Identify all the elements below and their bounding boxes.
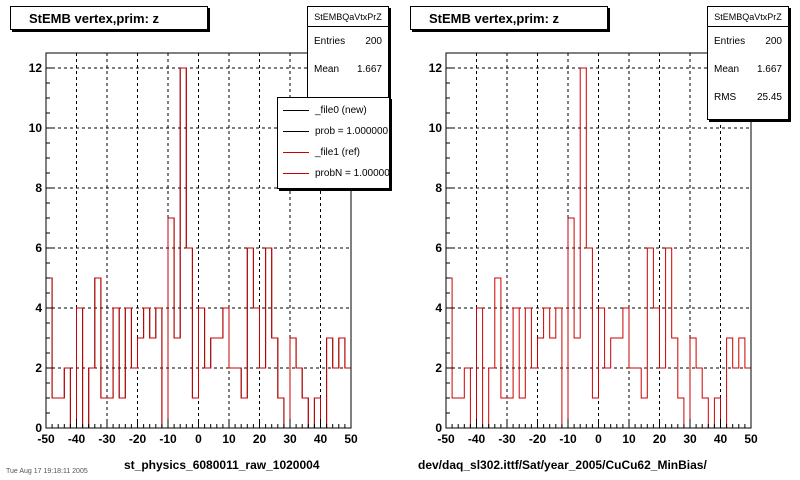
left-y-tick-label: 0 [35,421,42,435]
legend-line-marker [283,152,309,153]
right-y-tick-label: 2 [435,361,442,375]
right-x-tick-label: -50 [437,432,455,446]
right-x-tick-label: -10 [559,432,577,446]
left-x-tick-label: -20 [129,432,147,446]
right-stats-mean-row: Mean 1.667 [708,55,788,83]
legend-entry: _file1 (ref) [278,142,389,163]
left-stats-mean-value: 1.667 [356,63,382,75]
right-x-tick-label: -20 [529,432,547,446]
left-stats-entries-label: Entries [314,35,346,47]
right-y-tick-label: 12 [429,61,443,75]
left-y-tick-label: 12 [29,61,43,75]
right-stats-rms-value: 25.45 [756,91,782,103]
legend-line-marker [283,131,309,132]
left-y-tick-label: 4 [35,301,42,315]
right-x-axis-label: dev/daq_sl302.ittf/Sat/year_2005/CuCu62_… [418,458,707,472]
left-x-tick-label: 0 [195,432,202,446]
legend-entry: prob = 1.000000 [278,121,389,142]
right-x-tick-label: -40 [468,432,486,446]
left-legend: _file0 (new) prob = 1.000000 _file1 (ref… [277,97,390,189]
left-stats-box: StEMBQaVtxPrZ Entries 200 Mean 1.667 [307,6,389,98]
legend-entry-label: _file1 (ref) [315,147,361,158]
right-hist-title-text: StEMB vertex,prim: z [429,10,560,26]
right-y-tick-label: 4 [435,301,442,315]
left-x-tick-label: 40 [314,432,328,446]
right-x-tick-label: 10 [622,432,636,446]
right-stats-name: StEMBQaVtxPrZ [708,7,788,27]
right-stats-rms-label: RMS [714,91,737,103]
legend-line-marker [283,173,309,174]
legend-entry-label: probN = 1.000000 [315,168,390,179]
left-x-tick-label: 50 [344,432,358,446]
right-stats-mean-label: Mean [714,63,740,75]
right-y-tick-label: 0 [435,421,442,435]
left-x-tick-label: 20 [253,432,267,446]
legend-entry-label: prob = 1.000000 [315,126,389,137]
right-stats-rms-row: RMS 25.45 [708,83,788,111]
left-y-tick-label: 10 [29,121,43,135]
right-x-tick-label: 50 [744,432,758,446]
right-x-tick-label: 0 [595,432,602,446]
right-x-tick-label: 30 [683,432,697,446]
right-y-tick-label: 8 [435,181,442,195]
right-stats-entries-label: Entries [714,35,746,47]
left-x-tick-label: 10 [222,432,236,446]
left-x-tick-label: -50 [37,432,55,446]
right-x-tick-label: 40 [714,432,728,446]
legend-entry-label: _file0 (new) [315,105,367,116]
left-y-tick-label: 2 [35,361,42,375]
right-y-tick-label: 6 [435,241,442,255]
right-series-line-0 [445,67,752,429]
left-stats-mean-row: Mean 1.667 [308,55,388,83]
right-hist-title: StEMB vertex,prim: z [410,6,608,30]
right-stats-box: StEMBQaVtxPrZ Entries 200 Mean 1.667 RMS… [707,6,789,120]
left-stats-name: StEMBQaVtxPrZ [308,7,388,27]
left-x-axis-label: st_physics_6080011_raw_1020004 [124,458,320,472]
right-x-tick-label: -30 [498,432,516,446]
left-x-tick-label: 30 [283,432,297,446]
timestamp-footnote: Tue Aug 17 19:18:11 2005 [6,468,88,475]
right-x-tick-label: 20 [653,432,667,446]
left-x-tick-label: -30 [98,432,116,446]
left-stats-mean-label: Mean [314,63,340,75]
right-stats-mean-value: 1.667 [756,63,782,75]
left-stats-entries-value: 200 [365,35,382,47]
left-y-tick-label: 6 [35,241,42,255]
left-hist-title: StEMB vertex,prim: z [10,6,208,30]
left-x-tick-label: -40 [68,432,86,446]
right-stats-entries-row: Entries 200 [708,27,788,55]
left-x-tick-label: -10 [159,432,177,446]
legend-line-marker [283,110,309,111]
left-stats-entries-row: Entries 200 [308,27,388,55]
left-hist-title-text: StEMB vertex,prim: z [29,10,160,26]
left-series-line-1 [45,67,352,429]
legend-entry: probN = 1.000000 [278,163,389,184]
right-stats-entries-value: 200 [765,35,782,47]
right-y-tick-label: 10 [429,121,443,135]
legend-entry: _file0 (new) [278,100,389,121]
left-y-tick-label: 8 [35,181,42,195]
